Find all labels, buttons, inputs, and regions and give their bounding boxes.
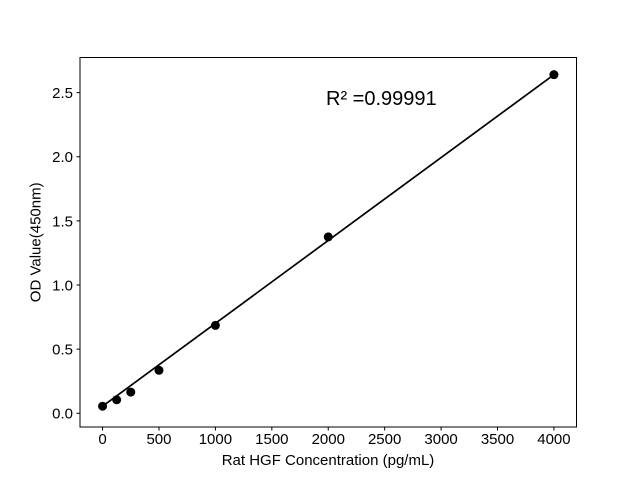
x-tick-label: 3500: [481, 431, 514, 448]
y-tick-label: 2.5: [52, 85, 73, 102]
data-point: [154, 365, 164, 375]
x-tick-label: 500: [146, 431, 171, 448]
y-tick-label: 1.0: [52, 277, 73, 294]
x-tick-label: 2500: [368, 431, 401, 448]
data-point: [210, 320, 220, 330]
data-point: [323, 232, 333, 242]
x-tick-label: 1500: [255, 431, 288, 448]
x-tick-label: 0: [98, 431, 106, 448]
x-tick-label: 1000: [199, 431, 232, 448]
data-point: [549, 70, 559, 80]
data-point: [98, 401, 108, 411]
data-point: [126, 387, 136, 397]
r-squared-annotation: R² =0.99991: [326, 88, 437, 110]
x-tick-label: 2000: [312, 431, 345, 448]
y-tick-label: 2.0: [52, 149, 73, 166]
y-tick-label: 0.5: [52, 342, 73, 359]
x-tick-label: 4000: [537, 431, 570, 448]
data-point: [112, 395, 122, 405]
x-axis-label: Rat HGF Concentration (pg/mL): [222, 452, 435, 469]
chart-plot-area: 0 500 1000 1500 2000 2500 3000 3500 4000 0.0 0.5 1.…: [52, 57, 577, 448]
x-tick-label: 3000: [424, 431, 457, 448]
y-tick-label: 0.0: [52, 406, 73, 423]
y-axis-label: OD Value(450nm): [28, 182, 45, 302]
y-tick-label: 1.5: [52, 213, 73, 230]
